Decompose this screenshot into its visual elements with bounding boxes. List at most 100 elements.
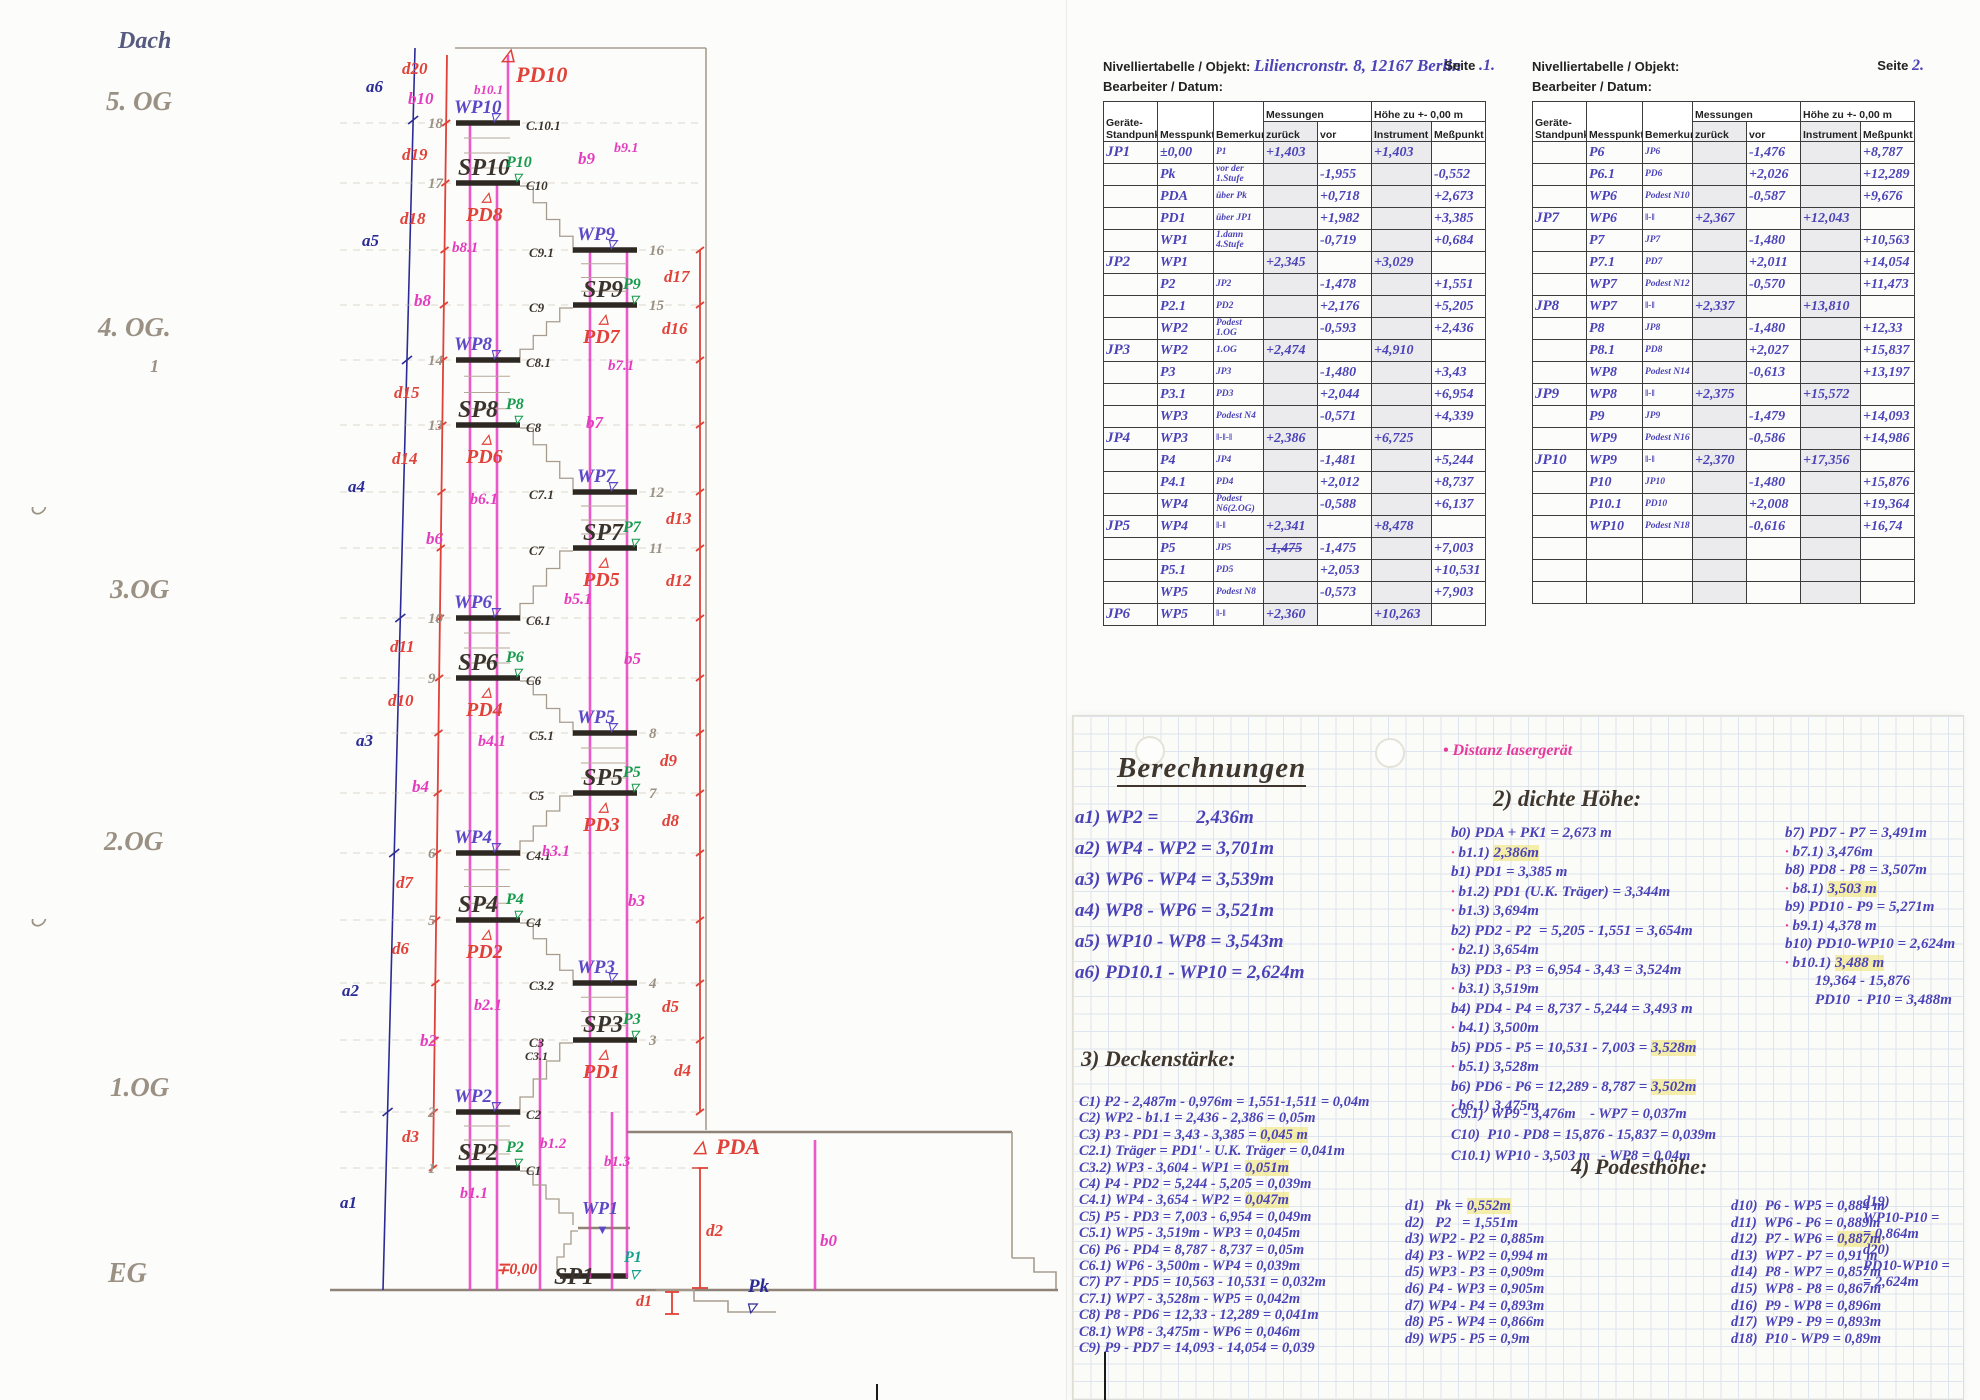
calc-line: C6.1) WP6 - 3,500m - WP4 = 0,039m — [1079, 1258, 1301, 1275]
seite-label: Seite — [1877, 58, 1909, 73]
table-cell — [1532, 581, 1587, 605]
label-PD8: PD8 — [465, 204, 503, 226]
dim-tick — [695, 544, 705, 552]
label-WP8: WP8 — [454, 334, 493, 355]
table-cell — [1103, 581, 1158, 605]
table-cell: -1,475 — [1316, 537, 1373, 561]
table-cell — [1800, 361, 1862, 385]
calc-line: b10) PD10-WP10 = 2,624m — [1785, 936, 1956, 952]
table-cell — [1371, 273, 1433, 297]
label-b8.1: b8.1 — [452, 240, 478, 256]
label-P7: P7 — [622, 519, 642, 536]
col-header-bemerkung: Bemerkung — [1642, 101, 1693, 143]
table-cell: WP9 — [1586, 427, 1643, 451]
table-row: WP4 Podest N6(2.OG) -0,588 +6,137 — [1103, 493, 1487, 517]
table-cell: WP9 — [1586, 449, 1643, 473]
dim-tick — [429, 1108, 439, 1116]
table-cell: PD4 — [1213, 471, 1264, 495]
label-d7: d7 — [396, 873, 415, 892]
table-cell — [1800, 427, 1862, 451]
calc-line: b0) PDA + PK1 = 2,673 m — [1451, 825, 1612, 841]
label-a1: a1 — [340, 1193, 357, 1212]
dim-tick — [441, 119, 451, 127]
table-cell: -0,593 — [1316, 317, 1373, 341]
table-cell: P7.1 — [1586, 251, 1643, 275]
table-cell: -1,480 — [1316, 361, 1373, 385]
dim-tick — [440, 179, 450, 187]
label-SP2: SP2 — [458, 1140, 498, 1166]
table-cell: +1,403 — [1371, 141, 1433, 165]
table-cell — [1800, 273, 1862, 297]
label-d12: d12 — [666, 571, 692, 590]
table-cell — [1860, 581, 1916, 605]
dim-tick — [695, 356, 705, 364]
table-cell: +2,008 — [1745, 493, 1802, 517]
calc-line: C5) P5 - PD3 = 7,003 - 6,954 = 0,049m — [1079, 1208, 1312, 1225]
dim-tick — [695, 421, 705, 429]
table-cell — [1532, 405, 1587, 429]
table-cell: -0,588 — [1316, 493, 1373, 517]
pd-triangle: △ — [481, 684, 492, 699]
table-cell: WP6 — [1586, 185, 1643, 209]
table-cell — [1371, 163, 1433, 187]
table-row: JP2 WP1 +2,345 +3,029 — [1103, 251, 1487, 275]
group-header-messungen: Messungen — [1262, 101, 1373, 123]
dim-tick — [435, 614, 445, 622]
table-cell — [1263, 317, 1318, 341]
table-cell — [1103, 163, 1158, 187]
table-cell: -0,613 — [1745, 361, 1802, 385]
table-cell — [1642, 581, 1693, 605]
calc-line: d7) WP4 - P4 = 0,893m — [1405, 1297, 1545, 1314]
col-header-bemerkung: Bemerkung — [1213, 101, 1264, 143]
table-cell — [1213, 251, 1264, 275]
table-cell — [1860, 449, 1916, 473]
pd-triangle: △ — [481, 926, 492, 941]
table-cell — [1103, 449, 1158, 473]
label-P10: P10 — [505, 154, 532, 171]
calc-line: b6) PD6 - P6 = 12,289 - 8,787 = 3,502m — [1451, 1078, 1697, 1095]
table-cell — [1263, 471, 1318, 495]
page-seam — [1066, 0, 1067, 1400]
table-cell: WP3 — [1157, 427, 1214, 451]
label-C10: C10 — [526, 178, 548, 193]
table-cell: +2,011 — [1745, 251, 1802, 275]
table-cell: +2,436 — [1431, 317, 1487, 341]
label-b4: b4 — [412, 777, 429, 796]
table-cell: +1,982 — [1316, 207, 1373, 231]
pd-triangle: △ — [598, 799, 609, 814]
label-b1.1: b1.1 — [460, 1185, 488, 1202]
label-C5.1: C5.1 — [529, 728, 554, 743]
label-Pk: Pk — [747, 1276, 770, 1297]
punch-hole — [1375, 738, 1405, 768]
ruler-tick — [407, 115, 419, 125]
label-C6.1: C6.1 — [526, 613, 551, 628]
table-cell: Pk — [1157, 163, 1214, 187]
table-row: PD1 über JP1 +1,982 +3,385 — [1103, 207, 1487, 231]
table-cell: WP4 — [1157, 493, 1214, 517]
table-cell — [1692, 141, 1747, 165]
table-cell — [1800, 405, 1862, 429]
table-cell: +2,360 — [1263, 603, 1318, 627]
table-cell: WP2 — [1157, 339, 1214, 363]
calc-line: · b1.3) 3,694m — [1451, 903, 1539, 919]
table-cell — [1800, 537, 1862, 561]
table-cell — [1532, 493, 1587, 517]
table-cell: -1,955 — [1316, 163, 1373, 187]
table-cell — [1800, 581, 1862, 605]
table-cell — [1692, 493, 1747, 517]
label-b4.1: b4.1 — [478, 733, 506, 750]
table-row: WP2 Podest 1.OG -0,593 +2,436 — [1103, 317, 1487, 341]
table-cell: +15,876 — [1860, 471, 1916, 495]
level-number-1: 1 — [428, 1161, 436, 1177]
table-row: P5 JP5 -1,475 -1,475 +7,003 — [1103, 537, 1487, 561]
label-WP10: WP10 — [454, 97, 502, 118]
calc-line: C9) P9 - PD7 = 14,093 - 14,054 = 0,039 — [1079, 1340, 1315, 1357]
dim-tick — [430, 979, 440, 987]
table-cell: +3,029 — [1371, 251, 1433, 275]
table-cell: Podest N6(2.OG) — [1213, 493, 1264, 517]
stair-steps — [520, 1170, 574, 1225]
p-triangle: ▽ — [513, 909, 524, 921]
table-cell: -1,480 — [1745, 229, 1802, 253]
table-cell: +2,370 — [1692, 449, 1747, 473]
table-cell: +9,676 — [1860, 185, 1916, 209]
